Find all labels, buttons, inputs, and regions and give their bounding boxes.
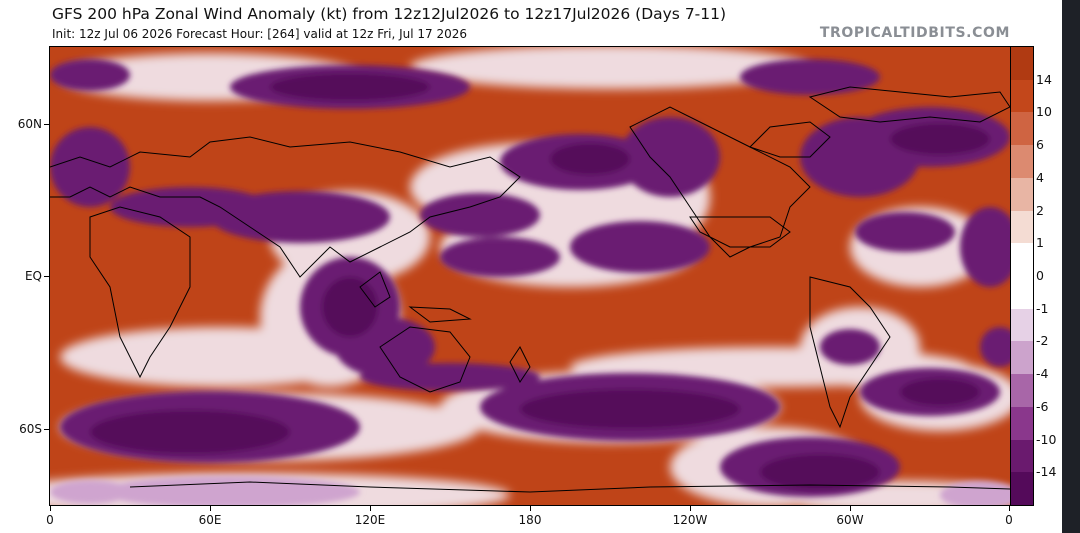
lon-label-120w: 120W bbox=[672, 513, 708, 527]
lat-label-60n: 60N bbox=[17, 117, 42, 131]
lon-label-60w: 60W bbox=[836, 513, 864, 527]
lon-label-180: 180 bbox=[518, 513, 542, 527]
colorbar-segment bbox=[1011, 47, 1033, 81]
colorbar-label: -6 bbox=[1036, 398, 1049, 414]
lon-label-60e: 60E bbox=[198, 513, 222, 527]
colorbar-segment bbox=[1011, 406, 1033, 441]
colorbar-segment bbox=[1011, 439, 1033, 473]
colorbar-label: -14 bbox=[1036, 464, 1057, 480]
screenshot-border bbox=[1062, 0, 1080, 533]
colorbar-label: 14 bbox=[1036, 71, 1052, 87]
lat-tick bbox=[44, 429, 50, 430]
colorbar-segment bbox=[1011, 177, 1033, 212]
colorbar-label: 1 bbox=[1036, 235, 1044, 251]
colorbar-segment bbox=[1011, 112, 1033, 146]
colorbar-segment bbox=[1011, 210, 1033, 244]
anomaly-map bbox=[49, 46, 1011, 506]
colorbar-segment bbox=[1011, 472, 1033, 506]
lat-label-eq: EQ bbox=[24, 269, 42, 283]
colorbar-label: 0 bbox=[1036, 268, 1044, 283]
lon-tick bbox=[530, 505, 531, 511]
colorbar-segment bbox=[1011, 308, 1033, 342]
colorbar-label: 6 bbox=[1036, 137, 1044, 153]
lon-tick bbox=[850, 505, 851, 511]
lon-tick bbox=[1009, 505, 1010, 511]
colorbar-label: -1 bbox=[1036, 300, 1049, 316]
lat-tick bbox=[44, 276, 50, 277]
colorbar-label: 10 bbox=[1036, 104, 1052, 120]
colorbar-segment bbox=[1011, 243, 1033, 277]
colorbar-label: -4 bbox=[1036, 366, 1049, 382]
colorbar-segment bbox=[1011, 276, 1033, 310]
lon-tick bbox=[210, 505, 211, 511]
lat-label-60s: 60S bbox=[19, 422, 42, 436]
colorbar bbox=[1010, 46, 1034, 506]
lon-label-120e: 120E bbox=[354, 513, 386, 527]
colorbar-segment bbox=[1011, 79, 1033, 113]
lon-label-0: 0 bbox=[46, 513, 54, 527]
lon-tick bbox=[690, 505, 691, 511]
colorbar-segment bbox=[1011, 145, 1033, 179]
colorbar-segment bbox=[1011, 374, 1033, 408]
site-watermark: TROPICALTIDBITS.COM bbox=[819, 25, 1010, 41]
colorbar-label: -10 bbox=[1036, 431, 1057, 447]
colorbar-label: -2 bbox=[1036, 333, 1049, 349]
colorbar-label: 2 bbox=[1036, 202, 1044, 218]
colorbar-segment bbox=[1011, 341, 1033, 375]
coastlines bbox=[50, 86, 1010, 493]
colorbar-label: 4 bbox=[1036, 169, 1044, 185]
map-subtitle: Init: 12z Jul 06 2026 Forecast Hour: [26… bbox=[52, 27, 468, 41]
lat-tick bbox=[44, 124, 50, 125]
lon-tick bbox=[370, 505, 371, 511]
lon-label-0-east: 0 bbox=[1005, 513, 1013, 527]
map-title: GFS 200 hPa Zonal Wind Anomaly (kt) from… bbox=[52, 5, 727, 23]
lon-tick bbox=[50, 505, 51, 511]
